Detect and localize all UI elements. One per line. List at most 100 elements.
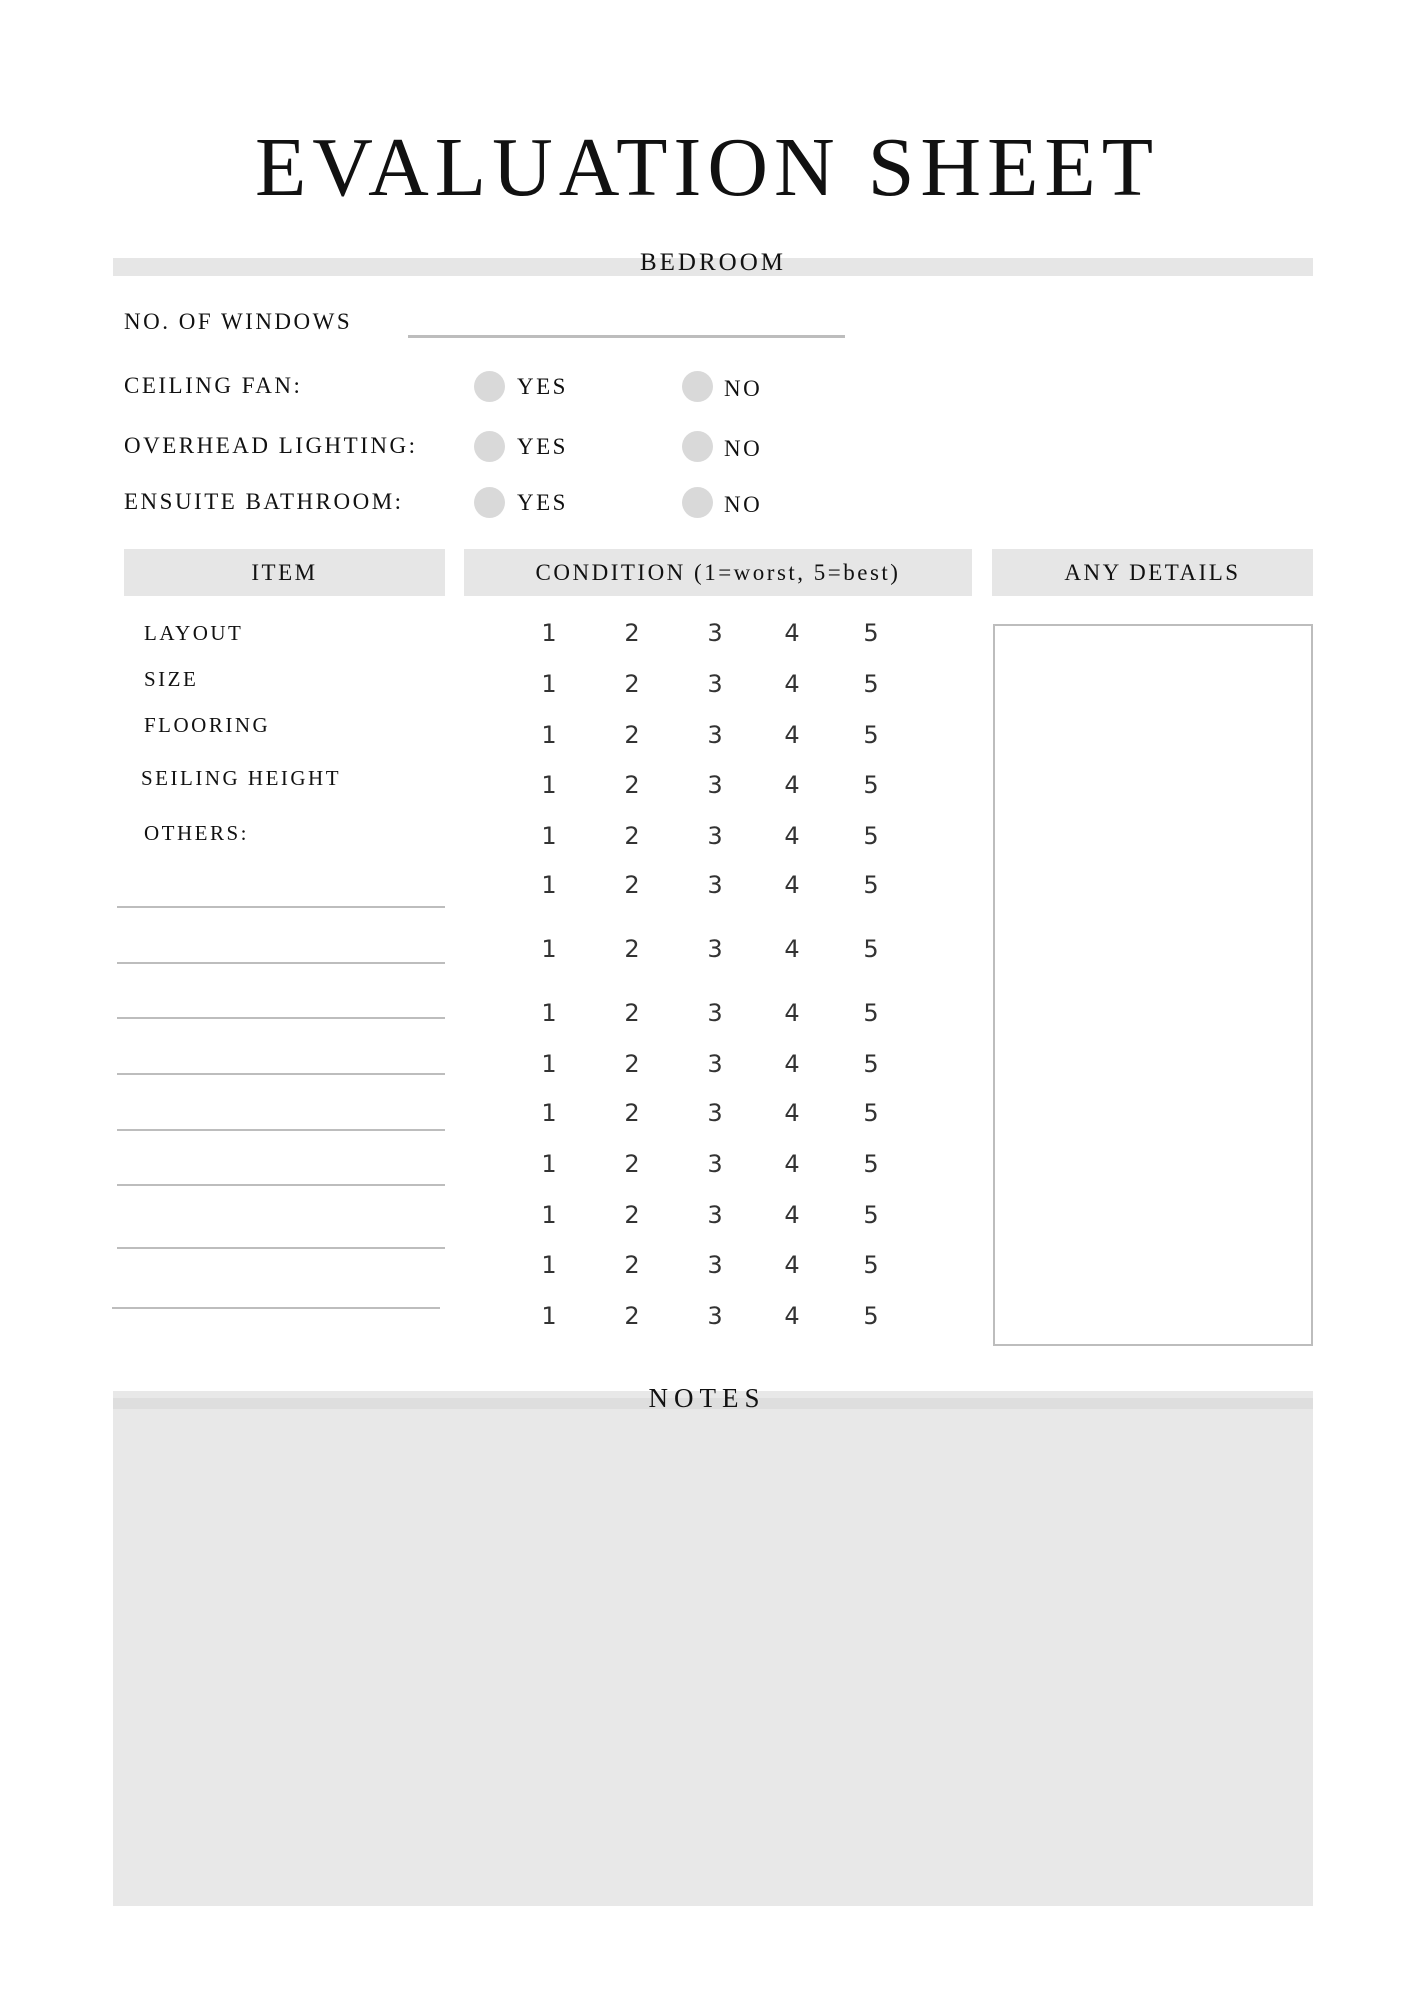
rating-option[interactable]: 4 xyxy=(784,1150,800,1178)
rating-option[interactable]: 4 xyxy=(784,1050,800,1078)
header-item: ITEM xyxy=(124,549,445,596)
rating-option[interactable]: 3 xyxy=(707,822,723,850)
rating-option[interactable]: 4 xyxy=(784,721,800,749)
rating-option[interactable]: 2 xyxy=(624,999,640,1027)
rating-option[interactable]: 3 xyxy=(707,619,723,647)
other-item-line[interactable] xyxy=(117,1184,445,1186)
rating-option[interactable]: 2 xyxy=(624,1251,640,1279)
rating-option[interactable]: 2 xyxy=(624,822,640,850)
rating-option[interactable]: 4 xyxy=(784,670,800,698)
other-item-line[interactable] xyxy=(117,1073,445,1075)
yes-radio[interactable] xyxy=(474,371,505,402)
notes-bar xyxy=(113,1391,1313,1409)
rating-option[interactable]: 2 xyxy=(624,871,640,899)
rating-option[interactable]: 1 xyxy=(541,1201,557,1229)
notes-title: NOTES xyxy=(648,1383,766,1413)
other-item-line[interactable] xyxy=(117,906,445,908)
rating-option[interactable]: 5 xyxy=(863,1050,879,1078)
rating-option[interactable]: 5 xyxy=(863,670,879,698)
header-details: ANY DETAILS xyxy=(992,549,1313,596)
rating-option[interactable]: 2 xyxy=(624,771,640,799)
question-label: ENSUITE BATHROOM: xyxy=(124,489,404,514)
no-radio[interactable] xyxy=(682,431,713,462)
rating-option[interactable]: 1 xyxy=(541,619,557,647)
rating-option[interactable]: 4 xyxy=(784,1201,800,1229)
rating-option[interactable]: 1 xyxy=(541,771,557,799)
other-item-line[interactable] xyxy=(117,1129,445,1131)
rating-option[interactable]: 3 xyxy=(707,1302,723,1330)
other-item-line[interactable] xyxy=(112,1307,440,1309)
rating-option[interactable]: 1 xyxy=(541,1302,557,1330)
no-radio[interactable] xyxy=(682,371,713,402)
rating-option[interactable]: 1 xyxy=(541,822,557,850)
rating-option[interactable]: 4 xyxy=(784,619,800,647)
rating-option[interactable]: 1 xyxy=(541,721,557,749)
rating-option[interactable]: 3 xyxy=(707,1050,723,1078)
rating-option[interactable]: 1 xyxy=(541,935,557,963)
rating-option[interactable]: 5 xyxy=(863,871,879,899)
rating-option[interactable]: 4 xyxy=(784,871,800,899)
rating-option[interactable]: 4 xyxy=(784,935,800,963)
item-label: SIZE xyxy=(144,667,199,691)
rating-option[interactable]: 3 xyxy=(707,1251,723,1279)
rating-option[interactable]: 1 xyxy=(541,1099,557,1127)
rating-option[interactable]: 4 xyxy=(784,1302,800,1330)
yes-radio[interactable] xyxy=(474,431,505,462)
rating-option[interactable]: 5 xyxy=(863,1150,879,1178)
rating-option[interactable]: 4 xyxy=(784,1251,800,1279)
rating-option[interactable]: 4 xyxy=(784,999,800,1027)
rating-option[interactable]: 4 xyxy=(784,822,800,850)
no-radio[interactable] xyxy=(682,487,713,518)
rating-option[interactable]: 5 xyxy=(863,1099,879,1127)
section-bar: BEDROOM xyxy=(113,250,1313,276)
rating-option[interactable]: 2 xyxy=(624,670,640,698)
rating-option[interactable]: 1 xyxy=(541,1050,557,1078)
rating-option[interactable]: 5 xyxy=(863,822,879,850)
question-label: CEILING FAN: xyxy=(124,373,303,398)
rating-option[interactable]: 4 xyxy=(784,1099,800,1127)
rating-option[interactable]: 3 xyxy=(707,771,723,799)
rating-option[interactable]: 2 xyxy=(624,935,640,963)
rating-option[interactable]: 1 xyxy=(541,1150,557,1178)
rating-option[interactable]: 2 xyxy=(624,721,640,749)
rating-option[interactable]: 3 xyxy=(707,1099,723,1127)
rating-option[interactable]: 5 xyxy=(863,1201,879,1229)
rating-option[interactable]: 3 xyxy=(707,1150,723,1178)
rating-option[interactable]: 5 xyxy=(863,1251,879,1279)
rating-option[interactable]: 3 xyxy=(707,935,723,963)
yes-label: YES xyxy=(517,490,568,515)
header-condition: CONDITION (1=worst, 5=best) xyxy=(464,549,972,596)
details-box[interactable] xyxy=(993,624,1313,1346)
question-label: OVERHEAD LIGHTING: xyxy=(124,433,418,458)
rating-option[interactable]: 2 xyxy=(624,1150,640,1178)
rating-option[interactable]: 1 xyxy=(541,871,557,899)
rating-option[interactable]: 1 xyxy=(541,1251,557,1279)
rating-option[interactable]: 3 xyxy=(707,871,723,899)
rating-option[interactable]: 5 xyxy=(863,619,879,647)
rating-option[interactable]: 5 xyxy=(863,1302,879,1330)
rating-option[interactable]: 2 xyxy=(624,1201,640,1229)
rating-option[interactable]: 2 xyxy=(624,1050,640,1078)
notes-area[interactable] xyxy=(113,1409,1313,1906)
rating-option[interactable]: 2 xyxy=(624,619,640,647)
rating-option[interactable]: 3 xyxy=(707,670,723,698)
rating-option[interactable]: 3 xyxy=(707,999,723,1027)
windows-input-line[interactable] xyxy=(408,335,845,338)
rating-option[interactable]: 1 xyxy=(541,670,557,698)
item-label: OTHERS: xyxy=(144,821,250,845)
rating-option[interactable]: 2 xyxy=(624,1099,640,1127)
other-item-line[interactable] xyxy=(117,962,445,964)
rating-option[interactable]: 3 xyxy=(707,1201,723,1229)
other-item-line[interactable] xyxy=(117,1017,445,1019)
rating-option[interactable]: 5 xyxy=(863,999,879,1027)
rating-option[interactable]: 5 xyxy=(863,771,879,799)
rating-option[interactable]: 3 xyxy=(707,721,723,749)
rating-option[interactable]: 5 xyxy=(863,935,879,963)
other-item-line[interactable] xyxy=(117,1247,445,1249)
item-label: LAYOUT xyxy=(144,621,244,645)
yes-radio[interactable] xyxy=(474,487,505,518)
rating-option[interactable]: 1 xyxy=(541,999,557,1027)
rating-option[interactable]: 5 xyxy=(863,721,879,749)
rating-option[interactable]: 2 xyxy=(624,1302,640,1330)
rating-option[interactable]: 4 xyxy=(784,771,800,799)
